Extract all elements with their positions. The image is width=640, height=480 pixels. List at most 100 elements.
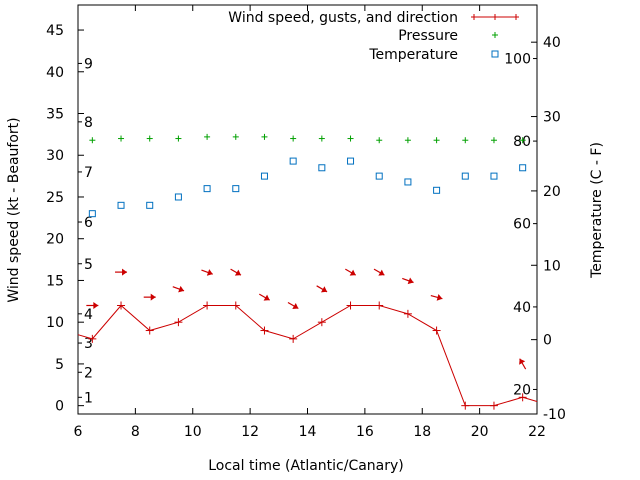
beaufort-label: 2 <box>84 365 93 381</box>
temperature-point <box>433 186 441 194</box>
pressure-point <box>490 137 497 144</box>
y-right-tick-label: 40 <box>543 35 561 51</box>
temperature-point <box>88 210 96 218</box>
legend-swatch-wind-mid <box>492 14 498 20</box>
y-left-tick-label: 40 <box>46 65 64 81</box>
pressure-point <box>118 135 125 142</box>
gust-arrow-head <box>178 285 185 293</box>
wind-speed-point <box>518 393 527 402</box>
gust-arrow <box>345 268 357 276</box>
gust-arrow-head <box>349 269 356 276</box>
pressure-point <box>261 133 268 140</box>
wind-speed-point <box>174 318 183 327</box>
x-tick-label: 14 <box>299 424 317 440</box>
beaufort-label: 5 <box>84 257 93 273</box>
temperature-point <box>375 172 383 180</box>
wind-speed-point <box>260 326 269 335</box>
gust-arrow-head <box>122 268 128 276</box>
gust-arrow <box>287 301 299 310</box>
pressure-point <box>433 137 440 144</box>
temperature-point <box>174 193 182 201</box>
gust-arrow <box>402 277 414 285</box>
temperature-point <box>490 172 498 180</box>
legend-label-wind: Wind speed, gusts, and direction <box>228 10 458 26</box>
x-tick-label: 22 <box>528 424 546 440</box>
beaufort-label: 8 <box>84 115 93 131</box>
legend-label-temperature: Temperature <box>368 47 458 63</box>
pressure-point <box>175 135 182 142</box>
x-tick-label: 20 <box>471 424 489 440</box>
y-left-tick-label: 30 <box>46 148 64 164</box>
pressure-point <box>376 137 383 144</box>
gust-arrow-head <box>407 277 414 285</box>
gust-arrow-head <box>150 293 156 301</box>
gust-arrow <box>373 268 385 276</box>
wind-speed-point <box>117 301 126 310</box>
beaufort-label: 4 <box>84 307 93 323</box>
legend-swatch-wind-end <box>513 14 519 20</box>
temperature-point <box>117 201 125 209</box>
fahrenheit-label: 20 <box>513 382 531 398</box>
wind-speed-point <box>403 309 412 318</box>
beaufort-label: 3 <box>84 336 93 352</box>
wind-speed-point <box>231 301 240 310</box>
pressure-point <box>404 137 411 144</box>
gust-arrow <box>430 294 443 301</box>
legend-swatch-pressure <box>492 32 498 38</box>
temperature-point <box>461 172 469 180</box>
beaufort-label: 9 <box>84 56 93 72</box>
gust-arrow <box>201 269 213 276</box>
temperature-point <box>232 185 240 193</box>
y-left-tick-label: 15 <box>46 273 64 289</box>
pressure-point <box>89 137 96 144</box>
pressure-point <box>232 133 239 140</box>
fahrenheit-label: 80 <box>513 134 531 150</box>
y-right-tick-label: 30 <box>543 110 561 126</box>
series-layer <box>77 133 538 410</box>
x-tick-label: 12 <box>241 424 259 440</box>
pressure-point <box>290 135 297 142</box>
wind-speed-point <box>432 326 441 335</box>
temperature-point <box>404 178 412 186</box>
fahrenheit-label: 60 <box>513 217 531 233</box>
gust-arrow <box>86 301 99 309</box>
legend: Wind speed, gusts, and direction Pressur… <box>228 10 519 63</box>
wind-speed-point <box>317 318 326 327</box>
y-left-tick-label: 0 <box>55 399 64 415</box>
pressure-point <box>347 135 354 142</box>
ticks-layer: 6 8 10 12 14 16 18 20 22051015202530354045-10010… <box>46 5 566 440</box>
legend-swatch-wind-start <box>471 14 477 20</box>
gust-arrow-head <box>93 301 99 309</box>
gust-arrow <box>519 358 527 370</box>
temperature-point <box>318 164 326 172</box>
wind-speed-point <box>346 301 355 310</box>
x-tick-label: 18 <box>413 424 431 440</box>
pressure-point <box>462 137 469 144</box>
gust-arrow-head <box>234 269 241 276</box>
pressure-point <box>318 135 325 142</box>
wind-speed-point <box>375 301 384 310</box>
pressure-point <box>519 137 526 144</box>
temperature-point <box>519 164 527 172</box>
legend-swatch-temperature <box>491 50 499 58</box>
pressure-point <box>146 135 153 142</box>
fahrenheit-label: 100 <box>504 52 531 68</box>
y-left-tick-label: 35 <box>46 107 64 123</box>
y-axis-label-right: Temperature (C - F) <box>589 142 605 279</box>
wind-speed-point <box>145 326 154 335</box>
y-left-tick-label: 20 <box>46 232 64 248</box>
gust-arrow <box>172 285 185 293</box>
pressure-point <box>204 133 211 140</box>
y-right-tick-label: 10 <box>543 258 561 274</box>
gust-arrow <box>316 285 328 293</box>
wind-speed-point <box>203 301 212 310</box>
gust-arrow-head <box>320 286 328 293</box>
gust-arrow-head <box>378 269 385 276</box>
beaufort-label: 1 <box>84 390 93 406</box>
temperature-point <box>203 185 211 193</box>
gust-arrow <box>115 268 128 276</box>
gust-arrow-head <box>263 294 270 301</box>
beaufort-label: 6 <box>84 215 93 231</box>
